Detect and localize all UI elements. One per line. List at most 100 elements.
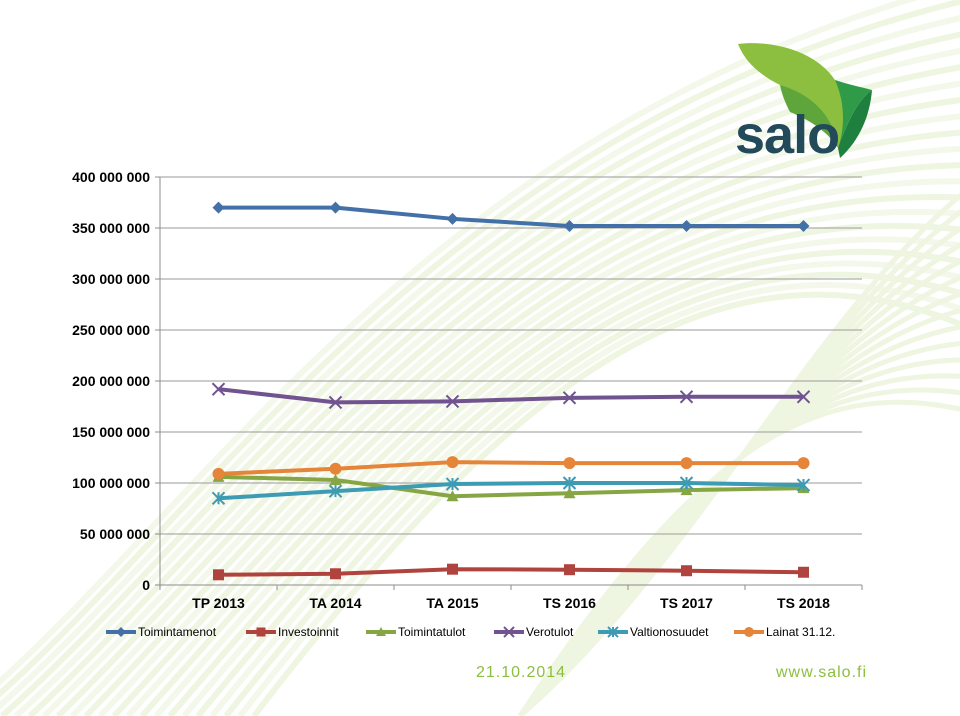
series-line <box>218 205 804 228</box>
series-toimintamenot <box>212 201 810 232</box>
legend-item: Toimintatulot <box>366 625 466 639</box>
y-tick-label: 200 000 000 <box>72 373 150 389</box>
data-point <box>446 490 459 502</box>
legend-marker <box>256 627 266 637</box>
legend-item: Investoinnit <box>246 625 339 639</box>
data-point <box>679 476 694 490</box>
series-line <box>218 387 804 405</box>
data-point <box>445 477 460 491</box>
data-point <box>563 487 576 499</box>
footer-url[interactable]: www.salo.fi <box>776 664 868 681</box>
data-point <box>564 564 575 576</box>
data-point <box>798 566 809 578</box>
series-toimintatulot <box>212 470 810 502</box>
x-tick-label: TS 2017 <box>660 595 713 611</box>
legend-label: Toimintatulot <box>398 625 466 639</box>
data-point <box>447 563 458 575</box>
grid-lines <box>155 176 863 590</box>
data-point <box>796 390 811 404</box>
data-point <box>797 457 810 470</box>
x-axis-ticks: TP 2013 TA 2014 TA 2015 TS 2016 TS 2017 TS 20… <box>192 595 830 611</box>
data-point <box>796 478 811 492</box>
legend-marker <box>744 627 754 637</box>
x-tick-label: TP 2013 <box>192 595 245 611</box>
data-point <box>681 565 692 577</box>
series-group <box>211 201 811 581</box>
series-lainat-31-12- <box>212 456 810 480</box>
data-point <box>328 395 343 410</box>
background-wave <box>125 178 960 716</box>
legend-label: Lainat 31.12. <box>766 625 835 639</box>
legend-marker <box>376 627 386 636</box>
legend-label: Valtionosuudet <box>630 625 709 639</box>
data-point <box>212 201 225 214</box>
background-wave <box>13 48 960 716</box>
series-line <box>218 567 804 577</box>
data-point <box>329 462 342 475</box>
series-line <box>218 460 804 476</box>
data-point <box>445 394 460 409</box>
background-wave <box>237 281 960 716</box>
background-wave <box>223 271 960 716</box>
legend-marker <box>607 626 619 638</box>
data-point <box>330 568 341 580</box>
data-point <box>213 569 224 581</box>
legend-item: Toimintamenot <box>106 625 217 639</box>
y-tick-label: 50 000 000 <box>80 526 150 542</box>
data-point <box>563 457 576 470</box>
legend-item: Verotulot <box>494 625 574 639</box>
x-tick-label: TA 2014 <box>309 595 361 611</box>
data-point <box>679 390 694 404</box>
legend: Toimintamenot Investoinnit Toimintatulot Ve… <box>106 625 835 639</box>
legend-label: Investoinnit <box>278 625 339 639</box>
series-investoinnit <box>213 563 809 581</box>
background-wave <box>27 64 960 716</box>
background-wave <box>111 162 960 716</box>
data-point <box>680 219 693 232</box>
data-point <box>563 219 576 232</box>
y-tick-label: 150 000 000 <box>72 424 150 440</box>
background-wave <box>97 146 960 716</box>
background-wave <box>69 113 960 716</box>
background-wave <box>41 80 960 716</box>
legend-label: Verotulot <box>526 625 574 639</box>
data-point <box>797 219 810 232</box>
background-wave <box>517 399 960 716</box>
data-point <box>562 476 577 490</box>
background-wave <box>167 222 960 716</box>
background-wave <box>195 248 960 716</box>
data-point <box>328 484 343 498</box>
data-point <box>446 456 459 469</box>
y-tick-label: 250 000 000 <box>72 322 150 338</box>
x-tick-label: TA 2015 <box>426 595 478 611</box>
data-point <box>211 491 226 506</box>
background-wave <box>55 97 960 716</box>
footer-date: 21.10.2014 <box>476 664 567 681</box>
data-point <box>212 467 225 480</box>
legend-item: Lainat 31.12. <box>734 625 835 639</box>
background-wave <box>209 260 960 716</box>
salo-logo <box>730 40 880 165</box>
data-point <box>680 484 693 496</box>
data-point <box>329 201 342 214</box>
legend-item: Valtionosuudet <box>598 625 709 639</box>
y-tick-label: 300 000 000 <box>72 271 150 287</box>
y-tick-label: 0 <box>142 577 150 593</box>
legend-marker <box>116 627 126 637</box>
series-line <box>218 474 804 499</box>
data-point <box>680 457 693 470</box>
legend-label: Toimintamenot <box>138 625 217 639</box>
background-wave <box>181 236 960 716</box>
data-point <box>211 382 226 396</box>
y-tick-label: 350 000 000 <box>72 220 150 236</box>
logo-wordmark: salo <box>735 105 840 165</box>
x-tick-label: TS 2018 <box>777 595 830 611</box>
series-line <box>218 481 804 501</box>
data-point <box>329 473 342 485</box>
x-tick-label: TS 2016 <box>543 595 596 611</box>
y-tick-label: 400 000 000 <box>72 169 150 185</box>
y-tick-label: 100 000 000 <box>72 475 150 491</box>
data-point <box>562 391 577 405</box>
